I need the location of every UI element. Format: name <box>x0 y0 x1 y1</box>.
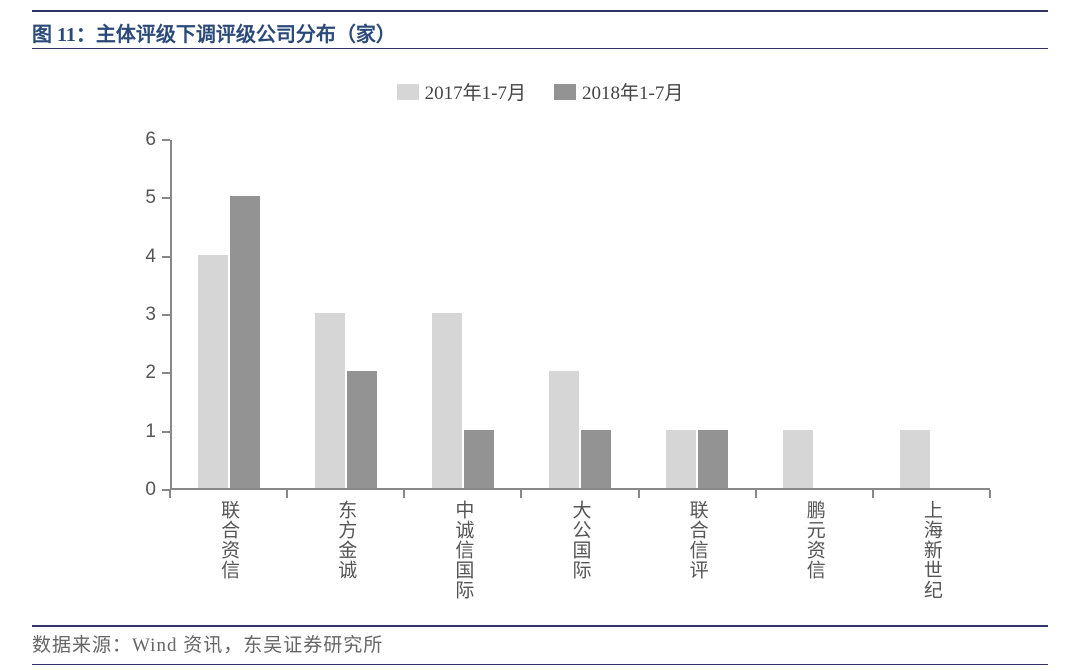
x-category-label: 鹏元资信 <box>801 500 828 580</box>
chart-title: 图 11：主体评级下调评级公司分布（家） <box>32 18 396 47</box>
x-category-label: 大公国际 <box>567 500 594 580</box>
legend: 2017年1-7月 2018年1-7月 <box>0 78 1080 105</box>
y-tick-label: 0 <box>145 479 156 501</box>
legend-swatch-2017 <box>397 84 419 100</box>
chart-plot-area: 0123456联合资信东方金诚中诚信国际大公国际联合信评鹏元资信上海新世纪 <box>170 140 990 490</box>
y-axis <box>170 140 172 490</box>
x-category-label: 东方金诚 <box>332 500 359 580</box>
x-tick <box>989 490 991 498</box>
bar <box>230 196 260 488</box>
x-category-label: 中诚信国际 <box>449 500 476 600</box>
y-tick-label: 1 <box>145 421 156 443</box>
legend-item-2018: 2018年1-7月 <box>554 78 683 105</box>
bar <box>432 313 462 488</box>
y-tick-label: 6 <box>145 129 156 151</box>
x-category-label: 上海新世纪 <box>918 500 945 600</box>
x-tick <box>755 490 757 498</box>
legend-label-2017: 2017年1-7月 <box>425 78 526 105</box>
bar <box>783 430 813 488</box>
bar <box>315 313 345 488</box>
x-category-label: 联合信评 <box>684 500 711 580</box>
x-tick <box>169 490 171 498</box>
y-tick <box>162 256 170 258</box>
legend-label-2018: 2018年1-7月 <box>582 78 683 105</box>
y-tick-label: 3 <box>145 304 156 326</box>
y-tick-label: 5 <box>145 187 156 209</box>
footer-rule-top <box>32 625 1048 627</box>
y-tick <box>162 372 170 374</box>
x-axis <box>170 488 990 490</box>
header-rule-top <box>32 10 1048 12</box>
footer-source: 数据来源：Wind 资讯，东吴证券研究所 <box>32 630 383 657</box>
bar <box>581 430 611 488</box>
x-category-label: 联合资信 <box>215 500 242 580</box>
x-tick <box>286 490 288 498</box>
y-tick <box>162 139 170 141</box>
header-rule-bottom <box>32 48 1048 49</box>
footer-rule-bottom <box>32 664 1048 665</box>
y-tick <box>162 197 170 199</box>
bar <box>549 371 579 488</box>
y-tick <box>162 314 170 316</box>
bar <box>347 371 377 488</box>
y-tick <box>162 431 170 433</box>
x-tick <box>638 490 640 498</box>
y-tick-label: 4 <box>145 246 156 268</box>
bar <box>666 430 696 488</box>
legend-item-2017: 2017年1-7月 <box>397 78 526 105</box>
bar <box>198 255 228 488</box>
bar <box>900 430 930 488</box>
bar <box>698 430 728 488</box>
x-tick <box>520 490 522 498</box>
y-tick-label: 2 <box>145 362 156 384</box>
x-tick <box>403 490 405 498</box>
bar <box>464 430 494 488</box>
x-tick <box>872 490 874 498</box>
legend-swatch-2018 <box>554 84 576 100</box>
